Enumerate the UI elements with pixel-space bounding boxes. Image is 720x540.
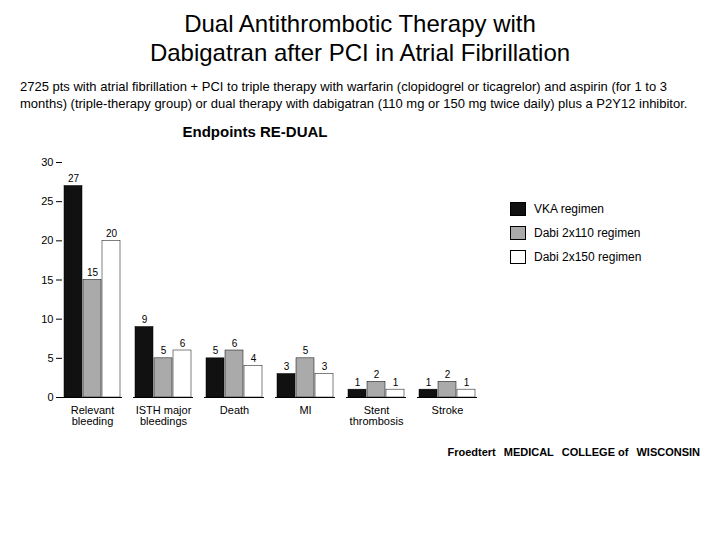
svg-text:0: 0 <box>47 391 53 403</box>
svg-text:5: 5 <box>303 345 309 356</box>
svg-text:27: 27 <box>68 173 80 184</box>
html-text:MEDICAL: MEDICAL <box>503 445 554 458</box>
svg-text:1: 1 <box>464 376 470 387</box>
html-text:2725 pts with atrial fibrillat: 2725 pts with atrial fibrillation + PCI … <box>20 78 688 112</box>
svg-text:6: 6 <box>232 337 238 348</box>
html-text:Dual Antithrombotic Therapy wi: Dual Antithrombotic Therapy with Dabigat… <box>149 10 571 66</box>
svg-text:ISTH majorbleedings: ISTH majorbleedings <box>136 404 192 427</box>
svg-text:3: 3 <box>322 361 328 372</box>
svg-text:10: 10 <box>41 312 53 324</box>
svg-text:Stroke: Stroke <box>432 404 464 416</box>
svg-text:Relevantbleeding: Relevantbleeding <box>71 404 114 427</box>
svg-text:3: 3 <box>284 361 290 372</box>
svg-text:15: 15 <box>41 273 53 285</box>
html-text:VKA regimen: VKA regimen <box>534 201 604 216</box>
html-text:Dabi 2x150 regimen: Dabi 2x150 regimen <box>534 249 642 264</box>
svg-text:6: 6 <box>180 337 186 348</box>
svg-text:20: 20 <box>106 228 118 239</box>
svg-text:5: 5 <box>213 345 219 356</box>
svg-text:2: 2 <box>445 369 451 380</box>
svg-text:Death: Death <box>220 404 249 416</box>
svg-text:20: 20 <box>41 234 53 246</box>
svg-text:2: 2 <box>374 369 380 380</box>
svg-text:15: 15 <box>87 267 99 278</box>
svg-text:9: 9 <box>142 314 148 325</box>
html-text:WISCONSIN: WISCONSIN <box>636 445 700 458</box>
html-text:COLLEGE of: COLLEGE of <box>561 445 629 458</box>
svg-text:25: 25 <box>41 195 53 207</box>
html-text:Froedtert: Froedtert <box>447 445 496 458</box>
html-text:Dabi 2x110 regimen: Dabi 2x110 regimen <box>534 225 641 240</box>
html-text:Endpoints RE-DUAL: Endpoints RE-DUAL <box>182 122 328 140</box>
svg-text:5: 5 <box>161 345 167 356</box>
svg-text:1: 1 <box>393 376 399 387</box>
svg-text:MI: MI <box>299 404 311 416</box>
svg-text:1: 1 <box>426 376 432 387</box>
svg-text:30: 30 <box>41 156 53 168</box>
svg-text:5: 5 <box>47 352 53 364</box>
svg-text:4: 4 <box>251 353 257 364</box>
svg-text:Stentthrombosis: Stentthrombosis <box>350 404 404 427</box>
svg-text:1: 1 <box>355 376 361 387</box>
